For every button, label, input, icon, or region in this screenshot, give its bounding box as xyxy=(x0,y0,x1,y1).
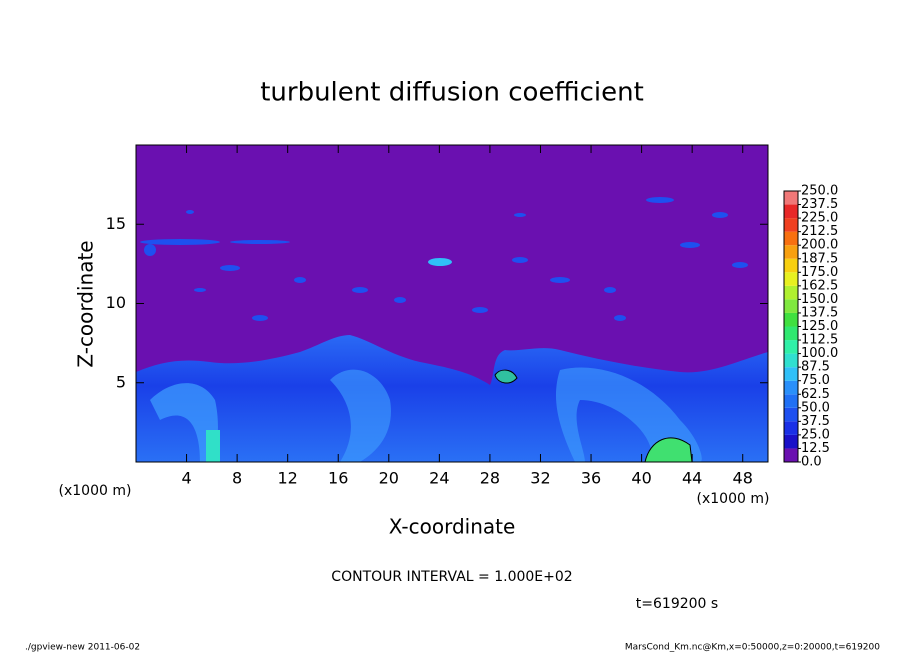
colorbar-band xyxy=(784,407,798,422)
high-patch xyxy=(644,437,693,462)
colorbar-label: 162.5 xyxy=(801,278,838,293)
colorbar-band xyxy=(784,380,798,395)
high-patch xyxy=(494,369,518,384)
colorbar-band xyxy=(784,448,798,462)
x-tick-label: 40 xyxy=(631,469,651,488)
colorbar-band xyxy=(784,218,798,232)
colorbar-band xyxy=(784,340,798,354)
colorbar-band xyxy=(784,285,798,300)
colorbar-band xyxy=(784,312,798,327)
colorbar-band xyxy=(784,272,798,286)
time-label: t=619200 s xyxy=(636,596,718,612)
colorbar-label: 12.5 xyxy=(801,441,830,456)
colorbar-label: 75.0 xyxy=(801,373,830,388)
field xyxy=(136,145,768,462)
colorbar-label: 125.0 xyxy=(801,319,838,334)
colorbar-label: 150.0 xyxy=(801,292,838,307)
x-axis-label: X-coordinate xyxy=(389,515,516,539)
colorbar-band xyxy=(784,258,798,273)
colorbar-band xyxy=(784,204,798,219)
colorbar-label: 87.5 xyxy=(801,360,830,375)
colorbar-band xyxy=(784,191,798,205)
eddy xyxy=(330,369,391,462)
footer-left: ./gpview-new 2011-06-02 xyxy=(25,643,140,653)
colorbar-label: 0.0 xyxy=(801,455,822,470)
colorbar-label: 25.0 xyxy=(801,427,830,442)
colorbar-label: 37.5 xyxy=(801,414,830,429)
colorbar-label: 187.5 xyxy=(801,251,838,266)
x-tick-label: 4 xyxy=(181,469,191,488)
y-tick-label: 15 xyxy=(106,214,126,233)
y-tick-label: 5 xyxy=(116,372,126,391)
colorbar-band xyxy=(784,231,798,246)
colorbar-label: 250.0 xyxy=(801,184,838,199)
colorbar-label: 100.0 xyxy=(801,346,838,361)
colorbar-label: 50.0 xyxy=(801,400,830,415)
footer-right: MarsCond_Km.nc@Km,x=0:50000,z=0:20000,t=… xyxy=(625,643,880,653)
x-tick-label: 12 xyxy=(278,469,298,488)
colorbar-band xyxy=(784,353,798,368)
x-tick-label: 16 xyxy=(328,469,348,488)
colorbar-band xyxy=(784,434,798,449)
colorbar-band xyxy=(784,421,798,435)
colorbar-band xyxy=(784,367,798,381)
y-axis-label: Z-coordinate xyxy=(74,240,98,367)
x-unit: (x1000 m) xyxy=(697,491,770,507)
colorbar-label: 212.5 xyxy=(801,224,838,239)
colorbar-label: 62.5 xyxy=(801,387,830,402)
eddy xyxy=(150,383,218,462)
x-tick-label: 48 xyxy=(733,469,753,488)
colorbar-label: 225.0 xyxy=(801,211,838,226)
chart-title: turbulent diffusion coefficient xyxy=(260,78,644,108)
colorbar-band xyxy=(784,326,798,341)
colorbar-band xyxy=(784,245,798,259)
colorbar-label: 237.5 xyxy=(801,197,838,212)
colorbar-label: 137.5 xyxy=(801,305,838,320)
colorbar-label: 112.5 xyxy=(801,333,838,348)
turbulent-layer xyxy=(136,335,768,462)
x-tick-label: 44 xyxy=(682,469,702,488)
cyan-column xyxy=(206,430,220,462)
colorbar-band xyxy=(784,299,798,313)
contour-interval: CONTOUR INTERVAL = 1.000E+02 xyxy=(331,569,572,585)
colorbar-label: 200.0 xyxy=(801,238,838,253)
x-tick-label: 32 xyxy=(530,469,550,488)
scattered-eddies xyxy=(140,197,748,321)
y-tick-label: 10 xyxy=(106,293,126,312)
x-tick-label: 28 xyxy=(480,469,500,488)
x-unit: (x1000 m) xyxy=(59,483,132,499)
x-tick-label: 8 xyxy=(232,469,242,488)
colorbar-band xyxy=(784,394,798,408)
x-tick-label: 36 xyxy=(581,469,601,488)
colorbar-label: 175.0 xyxy=(801,265,838,280)
x-tick-label: 20 xyxy=(379,469,399,488)
x-tick-label: 24 xyxy=(429,469,449,488)
